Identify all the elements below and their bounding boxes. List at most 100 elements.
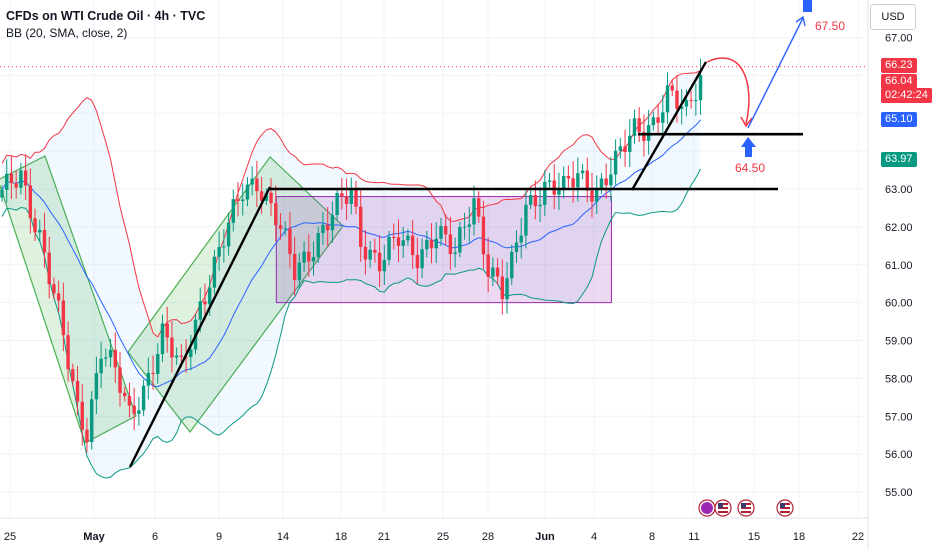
candle — [387, 231, 391, 266]
price-tick-label: 57.00 — [885, 411, 913, 423]
candle — [368, 240, 372, 268]
candle — [354, 180, 358, 215]
price-axis[interactable]: 55.00 56.00 57.00 58.00 59.00 60.00 61.00 62.00… — [867, 0, 913, 550]
candle-body — [311, 257, 316, 262]
candle — [170, 321, 174, 373]
candle — [89, 391, 94, 450]
bb-basis-badge: 65.10 — [881, 112, 917, 127]
candle-body — [524, 204, 528, 236]
flag-stripe — [780, 509, 790, 511]
candle — [486, 237, 490, 293]
bb-upper-line — [1, 70, 701, 338]
candle — [137, 397, 141, 426]
candle-body — [472, 198, 476, 225]
candle-body — [245, 184, 250, 200]
candle-body — [170, 337, 174, 358]
candle-body — [557, 189, 561, 195]
candle-body — [250, 178, 254, 185]
candle-body — [71, 369, 75, 381]
candle-body — [420, 249, 424, 269]
candle — [670, 79, 674, 97]
candle — [283, 220, 287, 236]
candle — [160, 314, 165, 363]
symbol-title[interactable]: CFDs on WTI Crude Oil · 4h · TVC — [6, 9, 206, 23]
candle — [443, 214, 448, 245]
time-axis[interactable]: 25 May 6 9 14 18 21 25 28 Jun 4 8 11 15 18 22 — [0, 517, 868, 543]
candle-body — [9, 173, 14, 184]
candle — [561, 166, 566, 199]
economic-events[interactable] — [698, 499, 794, 517]
candle-body — [241, 199, 245, 202]
candle-body — [642, 132, 646, 141]
candle-body — [429, 239, 434, 249]
currency-selector[interactable]: USD — [870, 4, 916, 30]
candle — [665, 72, 670, 125]
candle-body — [94, 373, 99, 400]
candle — [604, 163, 608, 199]
candle — [543, 169, 547, 216]
candle — [392, 223, 396, 250]
candle-body — [283, 228, 287, 230]
candle-body — [425, 239, 429, 250]
flag-canton — [780, 503, 785, 508]
candle — [519, 217, 523, 259]
candle — [47, 236, 51, 299]
candle — [632, 109, 637, 144]
price-tick-label: 56.00 — [885, 449, 913, 461]
candle-body — [689, 100, 693, 102]
candle-body — [410, 235, 415, 256]
candle — [66, 321, 70, 382]
candle — [359, 190, 363, 262]
price-tick-label: 62.00 — [885, 222, 913, 234]
candle-body — [104, 357, 108, 359]
candle-body — [415, 255, 420, 269]
candle — [127, 382, 132, 418]
rising-trendline — [128, 186, 272, 468]
candle-body — [33, 218, 37, 233]
time-tick-label: 21 — [378, 531, 390, 543]
candle-body — [533, 195, 538, 207]
candle — [618, 137, 623, 159]
candle-body — [340, 193, 344, 197]
candle-body — [434, 238, 438, 249]
candle — [307, 234, 311, 278]
candle — [146, 357, 151, 400]
candle-body — [118, 367, 122, 393]
candle-body — [108, 349, 113, 358]
time-tick-label: 14 — [277, 531, 289, 543]
candle — [585, 157, 589, 203]
candle-body — [217, 247, 221, 257]
time-tick-label: 18 — [335, 531, 347, 543]
candle — [661, 94, 665, 139]
candle — [288, 212, 292, 269]
candle — [458, 221, 462, 258]
candle — [80, 384, 84, 446]
time-tick-label: 22 — [852, 531, 864, 543]
candle-body — [694, 100, 698, 102]
time-tick-label: 6 — [152, 531, 158, 543]
candle — [642, 114, 646, 157]
candle — [5, 159, 9, 203]
candle — [401, 226, 405, 258]
candle — [274, 185, 278, 242]
candle-body — [203, 301, 207, 305]
candle-body — [14, 183, 18, 188]
candle-body — [132, 405, 136, 414]
candle — [434, 222, 438, 264]
indicator-legend[interactable]: BB (20, SMA, close, 2) — [6, 26, 128, 40]
candle — [349, 177, 353, 215]
candle-body — [576, 173, 580, 188]
candle-body — [675, 90, 679, 109]
candle-body — [113, 349, 117, 368]
candle-body — [226, 222, 231, 247]
candle-body — [222, 246, 226, 248]
candles — [0, 58, 703, 453]
candle — [9, 156, 14, 200]
candle — [500, 259, 505, 315]
candle — [19, 162, 23, 195]
time-tick-label: Jun — [535, 531, 555, 543]
candle — [382, 244, 387, 286]
candle-body — [38, 229, 42, 233]
candle-body — [396, 237, 401, 246]
